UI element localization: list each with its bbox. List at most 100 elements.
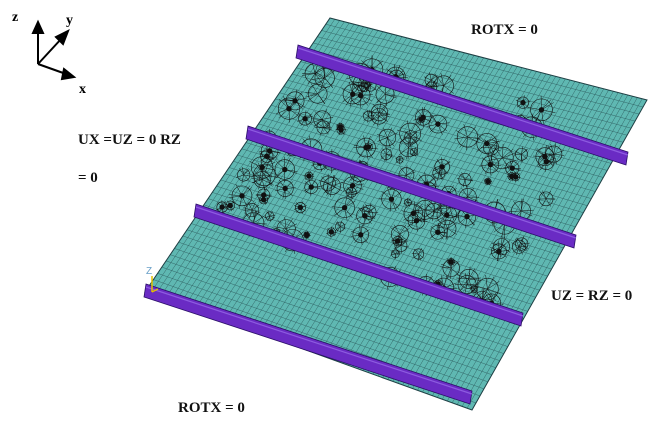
damage-ray (429, 72, 432, 81)
damage-ray (406, 120, 411, 134)
damage-ray (418, 248, 423, 255)
damage-ray (493, 223, 505, 233)
damage-ray (387, 127, 393, 138)
damage-ray (470, 287, 475, 290)
damage-dot (509, 173, 515, 180)
damage-ray (313, 70, 325, 79)
damage-ring (356, 207, 374, 225)
damage-ray (386, 154, 393, 158)
damage-ray (487, 281, 500, 290)
damage-ray (408, 137, 416, 148)
damage-ray (418, 253, 421, 261)
damage-ring (458, 269, 479, 289)
damage-ray (486, 147, 492, 157)
damage-ray (462, 179, 466, 188)
damage-ray (346, 192, 352, 198)
damage-ray (508, 210, 522, 212)
damage-cluster (264, 210, 276, 222)
damage-ring (530, 98, 553, 122)
damage-cluster (274, 156, 298, 183)
damage-ring (370, 103, 389, 122)
damage-ring (260, 149, 274, 163)
damage-ray (277, 220, 287, 230)
damage-ray (433, 210, 444, 215)
stiffener-1 (295, 44, 629, 166)
damage-ray (368, 212, 373, 221)
mesh-line (186, 229, 512, 340)
damage-ray (447, 228, 457, 235)
damage-ray (257, 179, 263, 190)
damage-ray (431, 86, 439, 88)
damage-ray (408, 139, 418, 148)
damage-dot (543, 159, 550, 165)
damage-ring (535, 147, 555, 167)
damage-ray (520, 210, 533, 217)
damage-ray (253, 215, 266, 224)
damage-ray (442, 218, 448, 229)
damage-ray (503, 223, 505, 238)
damage-cluster (454, 124, 481, 151)
damage-ray (307, 93, 318, 102)
damage-dot (487, 161, 493, 168)
damage-ray (410, 133, 422, 142)
damage-ring (425, 203, 442, 220)
damage-ray (512, 246, 520, 253)
damage-ray (464, 179, 467, 188)
stiffener-3 (193, 203, 524, 327)
damage-ray (386, 153, 394, 156)
damage-ray (251, 178, 263, 180)
damage-ray (252, 174, 265, 184)
damage-ray (451, 267, 460, 276)
damage-ray (438, 228, 448, 235)
damage-dot (435, 121, 441, 127)
damage-ray (324, 70, 336, 79)
damage-ray (264, 161, 269, 176)
damage-ray (447, 218, 452, 229)
damage-ring (304, 180, 319, 194)
damage-ray (323, 121, 330, 128)
damage-ray (241, 174, 244, 183)
damage-ray (317, 86, 328, 94)
damage-ray (410, 128, 423, 134)
damage-ray (311, 119, 323, 123)
damage-ray (384, 154, 387, 162)
damage-ring (390, 225, 409, 244)
damage-ring (350, 85, 371, 106)
mesh-line (321, 30, 640, 115)
damage-ring (481, 155, 500, 174)
damage-ray (368, 203, 372, 213)
damage-ray (351, 190, 358, 193)
damage-ray (339, 226, 341, 233)
damage-ray (446, 268, 452, 279)
damage-ray (487, 276, 495, 290)
damage-ray (511, 242, 520, 247)
damage-cluster (224, 200, 236, 212)
mesh-line (279, 92, 600, 185)
damage-ring (456, 126, 479, 148)
damage-dot (520, 99, 526, 106)
damage-ray (251, 202, 256, 211)
damage-dot (302, 115, 308, 122)
damage-dot (304, 232, 310, 238)
damage-ray (387, 137, 391, 148)
damage-ray (447, 222, 457, 229)
damage-ray (454, 136, 468, 140)
damage-ray (322, 109, 328, 120)
damage-ray (311, 118, 323, 120)
damage-ray (488, 157, 503, 161)
damage-ray (431, 73, 437, 81)
damage-dot (297, 204, 304, 211)
node-marker: Z (146, 266, 159, 293)
damage-cluster (537, 152, 557, 172)
damage-cluster (537, 190, 556, 207)
damage-ring (361, 204, 377, 220)
damage-ray (464, 179, 473, 181)
damage-ray (243, 174, 252, 177)
damage-ray (345, 192, 352, 194)
damage-ray (408, 136, 412, 145)
damage-ray (384, 94, 388, 107)
damage-ray (438, 164, 441, 173)
damage-ray (435, 75, 444, 86)
damage-cluster (435, 202, 460, 228)
damage-ring (491, 146, 514, 170)
